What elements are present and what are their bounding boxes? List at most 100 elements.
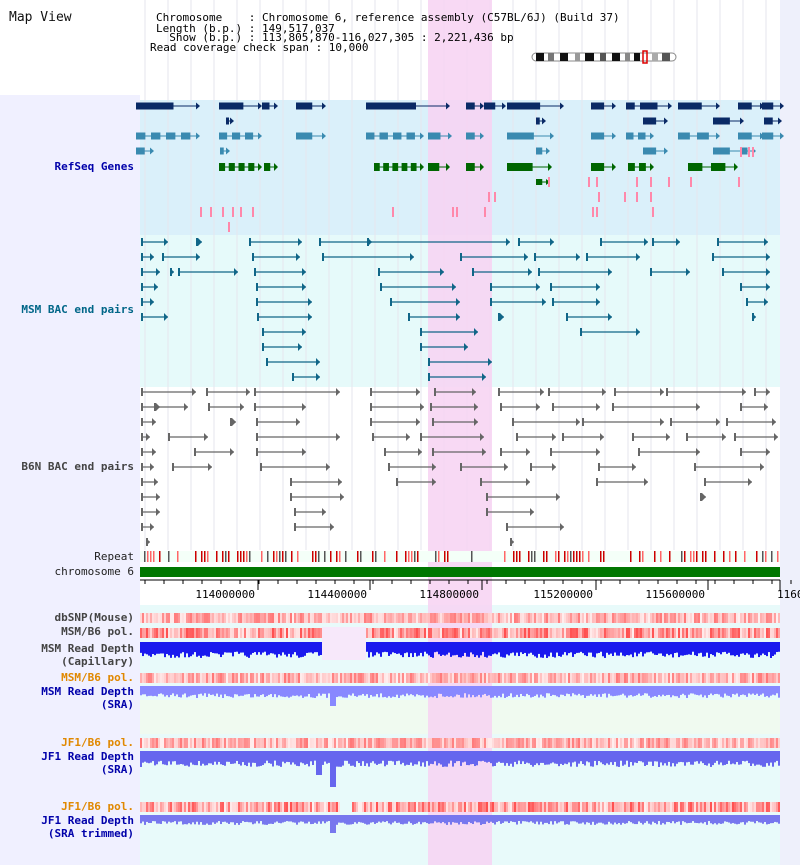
read-depth-bar bbox=[568, 686, 570, 695]
read-depth-bar bbox=[320, 815, 322, 824]
read-depth-bar bbox=[770, 751, 772, 763]
track-label-repeat[interactable]: Repeat bbox=[94, 550, 134, 563]
read-depth-bar bbox=[554, 686, 556, 696]
polymorphism-cell bbox=[576, 802, 578, 812]
polymorphism-cell bbox=[392, 673, 394, 683]
polymorphism-cell bbox=[214, 673, 216, 683]
read-depth-bar bbox=[370, 642, 372, 653]
read-depth-bar bbox=[558, 686, 560, 698]
polymorphism-cell bbox=[198, 738, 200, 748]
track-label-msm-depth-capillary[interactable]: MSM Read Depth bbox=[41, 642, 134, 655]
polymorphism-cell bbox=[486, 802, 488, 812]
gene-exon bbox=[219, 163, 226, 171]
polymorphism-cell bbox=[254, 802, 256, 812]
read-depth-bar bbox=[580, 815, 582, 824]
polymorphism-cell bbox=[188, 802, 190, 812]
read-depth-bar bbox=[444, 751, 446, 767]
track-label-dbsnp[interactable]: dbSNP(Mouse) bbox=[54, 611, 134, 624]
read-depth-bar bbox=[392, 642, 394, 653]
read-depth-bar bbox=[580, 642, 582, 652]
track-label-refseq[interactable]: RefSeq Genes bbox=[54, 160, 134, 173]
read-depth-bar bbox=[506, 642, 508, 655]
read-depth-bar bbox=[296, 686, 298, 696]
polymorphism-cell bbox=[604, 673, 606, 683]
gene-exon bbox=[392, 163, 399, 171]
read-depth-bar bbox=[428, 751, 430, 766]
bac-end bbox=[614, 388, 616, 396]
track-label-jf1-b6-pol[interactable]: JF1/B6 pol. bbox=[61, 736, 134, 749]
polymorphism-cell bbox=[150, 673, 152, 683]
read-depth-bar bbox=[536, 815, 538, 822]
polymorphism-cell bbox=[324, 673, 326, 683]
polymorphism-cell bbox=[410, 802, 412, 812]
track-label-jf1-depth-sra[interactable]: JF1 Read Depth bbox=[41, 750, 134, 763]
read-depth-bar bbox=[382, 642, 384, 653]
read-depth-bar bbox=[546, 642, 548, 658]
read-depth-bar bbox=[588, 815, 590, 823]
read-depth-bar bbox=[686, 815, 688, 824]
read-depth-bar bbox=[594, 815, 596, 825]
bac-end bbox=[472, 268, 474, 276]
read-depth-bar bbox=[350, 751, 352, 766]
polymorphism-cell bbox=[284, 628, 286, 638]
read-depth-bar bbox=[164, 751, 166, 765]
read-depth-bar bbox=[396, 642, 398, 654]
track-label-msm-bac[interactable]: MSM BAC end pairs bbox=[21, 303, 134, 316]
polymorphism-cell bbox=[652, 628, 654, 638]
repeat-track-bg bbox=[140, 551, 780, 562]
gene-exon bbox=[713, 117, 730, 125]
bac-end-arrow bbox=[150, 463, 154, 471]
polymorphism-cell bbox=[202, 628, 204, 638]
polymorphism-cell bbox=[442, 802, 444, 812]
track-label-msm-depth-sra[interactable]: MSM Read Depth bbox=[41, 685, 134, 698]
polymorphism-cell bbox=[512, 802, 514, 812]
polymorphism-cell bbox=[414, 738, 416, 748]
read-depth-bar bbox=[432, 815, 434, 824]
track-label-msm-b6-pol-2[interactable]: MSM/B6 pol. bbox=[61, 671, 134, 684]
polymorphism-cell bbox=[664, 673, 666, 683]
read-depth-bar bbox=[230, 686, 232, 697]
read-depth-bar bbox=[214, 642, 216, 654]
track-label-jf1-depth-trimmed[interactable]: JF1 Read Depth bbox=[41, 814, 134, 827]
polymorphism-cell bbox=[440, 673, 442, 683]
polymorphism-cell bbox=[238, 673, 240, 683]
polymorphism-cell bbox=[508, 673, 510, 683]
read-depth-bar bbox=[306, 815, 308, 824]
repeat-element bbox=[630, 551, 632, 562]
polymorphism-cell bbox=[280, 613, 282, 623]
ruler-tick-label: 114800000 bbox=[419, 588, 479, 601]
read-depth-bar bbox=[476, 642, 478, 656]
read-depth-bar bbox=[566, 686, 568, 694]
polymorphism-cell bbox=[754, 628, 756, 638]
track-label-msm-b6-pol[interactable]: MSM/B6 pol. bbox=[61, 625, 134, 638]
polymorphism-cell bbox=[610, 673, 612, 683]
polymorphism-cell bbox=[776, 738, 778, 748]
polymorphism-cell bbox=[456, 802, 458, 812]
read-depth-bar bbox=[730, 642, 732, 656]
polymorphism-cell bbox=[694, 673, 696, 683]
read-depth-bar bbox=[774, 751, 776, 763]
repeat-element bbox=[765, 551, 767, 562]
read-depth-bar bbox=[236, 815, 238, 824]
repeat-element bbox=[414, 551, 416, 562]
read-depth-bar bbox=[378, 686, 380, 698]
polymorphism-cell bbox=[240, 802, 242, 812]
polymorphism-cell bbox=[348, 673, 350, 683]
read-depth-bar bbox=[226, 686, 228, 697]
polymorphism-cell bbox=[206, 628, 208, 638]
polymorphism-cell bbox=[672, 738, 674, 748]
polymorphism-cell bbox=[734, 613, 736, 623]
polymorphism-cell bbox=[156, 802, 158, 812]
track-label-b6n-bac[interactable]: B6N BAC end pairs bbox=[21, 460, 134, 473]
read-depth-bar bbox=[480, 686, 482, 698]
read-depth-bar bbox=[208, 815, 210, 825]
polymorphism-cell bbox=[356, 673, 358, 683]
polymorphism-cell bbox=[626, 613, 628, 623]
track-label-jf1-b6-pol-2[interactable]: JF1/B6 pol. bbox=[61, 800, 134, 813]
read-depth-bar bbox=[270, 751, 272, 764]
polymorphism-cell bbox=[154, 673, 156, 683]
read-depth-bar bbox=[152, 751, 154, 762]
polymorphism-cell bbox=[178, 613, 180, 623]
snp-tick bbox=[210, 207, 212, 217]
